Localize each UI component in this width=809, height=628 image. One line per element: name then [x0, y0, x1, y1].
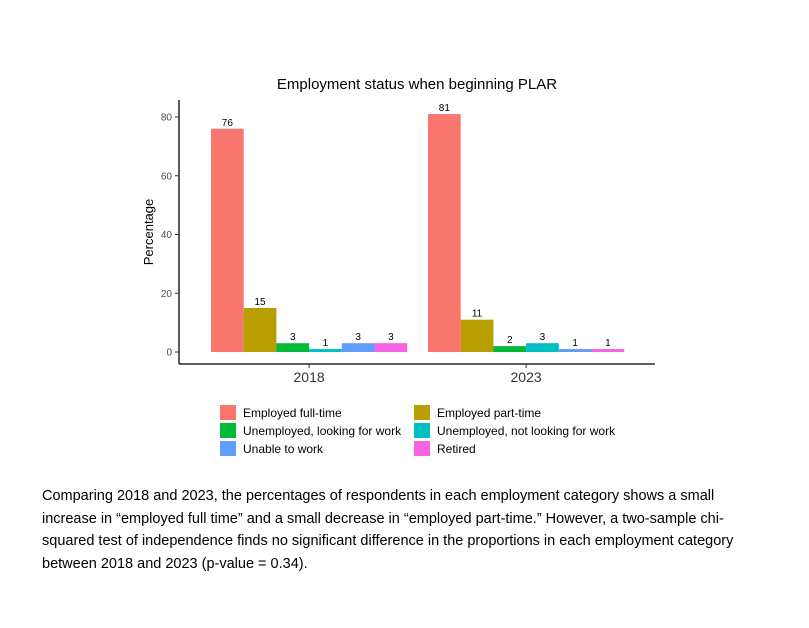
bar [276, 343, 310, 352]
legend-swatch [414, 405, 430, 420]
bar [341, 343, 375, 352]
chart-caption: Comparing 2018 and 2023, the percentages… [42, 488, 734, 572]
bar-value-label: 81 [439, 103, 451, 114]
employment-chart: Employment status when beginning PLAR Pe… [141, 76, 655, 456]
legend: Employed full-time Employed part-time Unem… [220, 405, 616, 456]
legend-label: Unemployed, looking for work [243, 424, 402, 438]
bar-value-label: 3 [388, 332, 394, 343]
chart-title: Employment status when beginning PLAR [277, 76, 557, 93]
bar-value-label: 11 [472, 309, 483, 320]
bar-value-label: 2 [507, 335, 513, 346]
legend-swatch [414, 441, 430, 456]
y-tick-label: 40 [161, 230, 173, 241]
bar-value-label: 15 [254, 297, 266, 308]
legend-label: Employed full-time [243, 406, 342, 420]
bar [309, 349, 342, 352]
legend-swatch [414, 423, 430, 438]
legend-label: Employed part-time [437, 406, 541, 420]
bar-value-label: 3 [540, 332, 546, 343]
bar [211, 128, 244, 352]
x-category-label: 2023 [511, 369, 542, 385]
bar [591, 349, 625, 352]
legend-swatch [220, 405, 236, 420]
legend-swatch [220, 441, 236, 456]
legend-label: Unemployed, not looking for work [437, 424, 616, 438]
x-category-label: 2018 [294, 369, 325, 385]
bar [526, 343, 559, 352]
bar [460, 319, 494, 352]
bar [558, 349, 592, 352]
bar-value-label: 76 [222, 118, 234, 129]
legend-label: Retired [437, 442, 476, 456]
bar [493, 346, 527, 352]
y-axis-title: Percentage [141, 199, 156, 266]
y-tick-label: 60 [161, 171, 173, 182]
bar-value-label: 3 [355, 332, 361, 343]
bar [374, 343, 408, 352]
legend-label: Unable to work [243, 442, 324, 456]
bar-value-label: 3 [290, 332, 296, 343]
bar [243, 307, 277, 352]
legend-swatch [220, 423, 236, 438]
y-tick-label: 80 [161, 113, 173, 124]
bar [428, 114, 461, 352]
bar-value-label: 1 [572, 338, 578, 349]
bar-value-label: 1 [323, 338, 329, 349]
y-tick-label: 0 [166, 348, 172, 359]
y-tick-label: 20 [161, 289, 173, 300]
bar-value-label: 1 [605, 338, 611, 349]
